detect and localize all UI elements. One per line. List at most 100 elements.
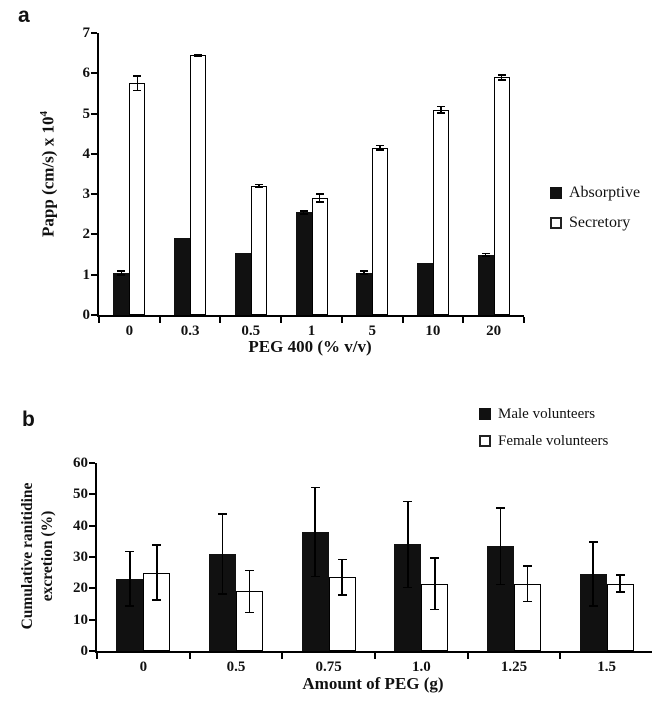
b-errorbar-female-volunteers-1.5 [615,574,625,594]
panel-a-xtick-mark-6 [462,317,465,323]
a-errorbar-secretory-0.3 [194,53,203,57]
panel-a-ytick-mark-6 [91,72,97,75]
panel-b-category-label-0: 0 [139,659,148,675]
a-bar-absorptive-10 [416,262,433,315]
a-errorbar-absorptive-20 [481,252,490,257]
legend-label-absorptive: Absorptive [569,184,641,201]
a-errorbar-secretory-10 [436,105,445,114]
legend-item-secretory: Secretory [550,215,640,231]
absorptive-swatch-icon [550,187,562,199]
panel-a-ytick-label-2: 2 [82,226,91,243]
panel-b-ytick-label-10: 10 [73,611,88,628]
panel-a-label: a [18,4,30,27]
panel-b-category-label-0.75: 0.75 [315,659,342,675]
panel-a-xtick-mark-4 [340,317,343,323]
panel-b-xtick-mark-0 [96,653,98,659]
b-errorbar-male-volunteers-0.75 [310,486,320,578]
panel-b-ytick-label-20: 20 [73,580,88,597]
a-errorbar-secretory-0.5 [254,183,263,189]
panel-b-xtick-mark-3 [374,653,376,659]
panel-b-ytick-label-60: 60 [73,455,88,471]
b-errorbar-female-volunteers-1.25 [523,564,532,603]
panel-a-ytick-mark-4 [91,152,97,155]
panel-b-ytick-mark-50 [89,493,95,496]
panel-b-ytick-mark-60 [89,462,95,464]
a-bar-secretory-0 [129,83,146,315]
panel-b-ytick-mark-30 [89,556,95,558]
b-errorbar-female-volunteers-0.5 [245,569,254,614]
a-errorbar-secretory-0 [133,75,142,92]
panel-a-y-axis-title-text: Papp (cm/s) x 10 [38,116,58,237]
panel-b-xtick-mark-5 [559,653,562,659]
panel-a-plot-area: 0 1 2 3 4 5 6 7 0 0.3 0.5 1 5 10 20 [83,25,525,339]
a-errorbar-absorptive-1 [299,209,308,215]
panel-b-ytick-mark-20 [89,587,95,590]
a-bar-secretory-10 [432,109,449,315]
a-errorbar-secretory-1 [315,193,324,203]
panel-b-label: b [22,408,35,431]
panel-a-category-label-5: 5 [368,323,376,339]
legend-item-absorptive: Absorptive [550,185,640,201]
a-bar-secretory-5 [372,147,389,315]
panel-a-category-label-0.3: 0.3 [180,323,200,339]
b-errorbar-male-volunteers-0.5 [218,513,227,595]
panel-b-ytick-label-50: 50 [73,486,88,503]
a-bar-secretory-1 [311,198,328,315]
panel-a-xtick-mark-3 [280,317,283,323]
panel-a-ytick-mark-2 [91,233,97,236]
panel-b-ytick-label-0: 0 [80,643,89,659]
panel-a-xtick-mark-7 [523,317,525,323]
panel-a-ytick-mark-0 [91,314,97,316]
panel-a-xtick-mark-0 [98,317,100,323]
legend-label-secretory: Secretory [569,214,631,231]
panel-b-legend: Male volunteers Female volunteers [479,406,608,449]
a-bar-secretory-0.3 [190,55,207,315]
a-bar-absorptive-20 [477,254,494,315]
legend-item-male-volunteers: Male volunteers [479,406,608,422]
panel-a-category-label-10: 10 [425,323,441,339]
b-bar-female-volunteers-1.5 [606,583,634,651]
legend-label-male-volunteers: Male volunteers [498,406,596,422]
a-errorbar-secretory-5 [376,144,385,152]
a-errorbar-secretory-20 [497,74,506,81]
a-bar-secretory-20 [493,77,510,315]
b-errorbar-male-volunteers-0 [125,550,135,608]
panel-b-category-label-1.5: 1.5 [597,659,617,675]
panel-b-ytick-label-40: 40 [73,517,88,534]
panel-a-xtick-mark-2 [219,317,222,323]
panel-b-ytick-mark-0 [89,650,95,652]
a-errorbar-absorptive-5 [360,270,369,276]
panel-a-legend: Absorptive Secretory [550,185,640,231]
b-errorbar-female-volunteers-0 [152,544,162,601]
panel-a-ytick-label-1: 1 [82,266,91,283]
b-errorbar-male-volunteers-1.5 [588,541,598,608]
panel-a-category-label-20: 20 [486,323,502,339]
panel-a-ytick-mark-5 [91,112,97,115]
panel-b-plot-area: 0 10 20 30 40 50 60 0 0.5 0.75 1.0 1.25 1.5 [73,455,652,675]
panel-b-category-label-0.5: 0.5 [226,659,246,675]
a-bar-absorptive-5 [356,272,373,315]
legend-label-female-volunteers: Female volunteers [498,433,609,449]
panel-a-ytick-label-4: 4 [82,145,91,162]
panel-b-ytick-mark-10 [89,618,95,621]
a-bar-absorptive-1 [295,212,312,315]
panel-b-x-axis-title: Amount of PEG (g) [302,674,444,693]
panel-a-ytick-label-5: 5 [82,105,91,122]
female-volunteers-swatch-icon [479,435,491,447]
panel-a-ytick-label-7: 7 [82,25,91,41]
panel-b-xtick-mark-2 [281,653,284,659]
b-errorbar-female-volunteers-0.75 [337,558,347,597]
panel-b-y-axis-title-line1: Cumulative ranitidine [19,482,36,630]
panel-a-xtick-mark-1 [158,317,161,323]
panel-a-ytick-mark-1 [91,273,97,276]
panel-a-ytick-label-0: 0 [82,307,91,323]
b-errorbar-female-volunteers-1.0 [430,557,440,611]
panel-a-category-label-1: 1 [307,323,316,339]
panel-a-ytick-mark-3 [91,193,97,196]
a-bar-absorptive-0.3 [174,238,191,315]
panel-a-category-label-0.5: 0.5 [241,323,261,339]
male-volunteers-swatch-icon [479,408,491,420]
panel-a-ytick-mark-7 [91,32,97,34]
panel-b-category-label-1.0: 1.0 [411,659,431,675]
